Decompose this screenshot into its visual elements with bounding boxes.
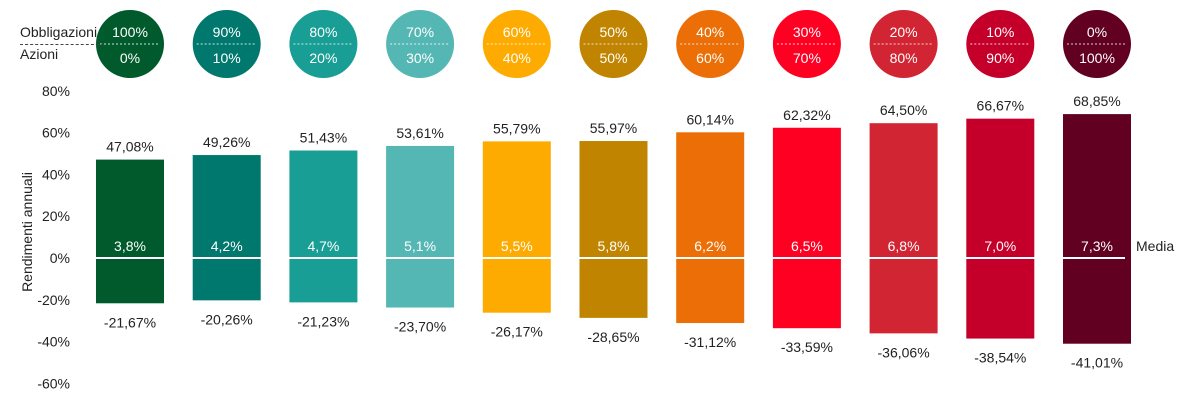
allocation-stocks-label: 20% [309,50,337,66]
bar-max [579,141,648,258]
data-label-max: 53,61% [396,125,443,141]
y-tick-label: -20% [37,292,70,308]
allocation-bonds-label: 60% [503,24,531,40]
allocation-bonds-label: 50% [599,24,627,40]
allocation-circle [192,10,261,78]
data-label-max: 68,85% [1073,93,1120,109]
allocation-bonds-label: 10% [986,24,1014,40]
data-label-mean: 5,1% [404,238,436,254]
y-tick-label: -60% [37,375,70,391]
data-label-min: -23,70% [394,319,446,335]
data-label-max: 55,79% [493,120,540,136]
data-label-mean: 6,5% [791,238,823,254]
data-label-min: -33,59% [781,339,833,355]
row-label-bonds: Obbligazioni [20,24,98,40]
allocation-bonds-label: 70% [406,24,434,40]
bar-max [289,150,358,258]
allocation-bonds-label: 0% [1087,24,1107,40]
bar-min [579,258,648,318]
y-tick-label: 80% [42,83,70,99]
bar-max [869,123,938,258]
data-label-mean: 4,2% [211,238,243,254]
bar-max [966,118,1035,258]
data-label-max: 55,97% [590,120,637,136]
data-label-mean: 4,7% [307,238,339,254]
bar-max [1063,114,1131,258]
allocation-bonds-label: 40% [696,24,724,40]
bar-max [482,141,551,258]
allocation-stocks-label: 60% [696,50,724,66]
data-label-min: -36,06% [878,344,930,360]
bar-min [676,258,745,324]
allocation-bonds-label: 80% [309,24,337,40]
data-label-max: 62,32% [783,107,830,123]
y-tick-label: 20% [42,208,70,224]
row-label-stocks: Azioni [20,46,59,62]
bar-min [192,258,261,301]
bar-max [676,132,745,258]
data-label-max: 66,67% [977,98,1024,114]
data-label-mean: 3,8% [114,238,146,254]
bar-min [386,258,455,308]
data-label-min: -26,17% [491,324,543,340]
data-label-mean: 5,5% [501,238,533,254]
bar-min [869,258,938,334]
data-label-min: -41,01% [1071,355,1123,371]
bar-min [1063,258,1131,344]
allocation-stocks-label: 10% [213,50,241,66]
bar-min [966,258,1035,339]
data-label-mean: 6,8% [888,238,920,254]
allocation-stocks-label: 90% [986,50,1014,66]
mean-label: Media [1136,238,1174,254]
data-label-mean: 7,3% [1081,238,1113,254]
allocation-circle [966,10,1035,78]
data-label-max: 49,26% [203,134,250,150]
allocation-bonds-label: 90% [213,24,241,40]
bar-min [289,258,358,303]
data-label-max: 51,43% [300,130,347,146]
allocation-bonds-label: 30% [793,24,821,40]
data-label-min: -38,54% [974,350,1026,366]
y-tick-label: 40% [42,166,70,182]
bar-max [772,127,841,259]
allocation-stocks-label: 100% [1079,50,1115,66]
data-label-mean: 7,0% [984,238,1016,254]
allocation-stocks-label: 80% [890,50,918,66]
bar-max [386,145,455,258]
data-label-max: 47,08% [106,139,153,155]
data-label-min: -21,23% [297,313,349,329]
data-label-max: 60,14% [686,111,733,127]
bar-max [192,155,261,258]
y-tick-label: 0% [50,250,70,266]
allocation-bonds-label: 100% [112,24,148,40]
data-label-min: -28,65% [587,329,639,345]
y-tick-label: 60% [42,125,70,141]
allocation-stocks-label: 50% [599,50,627,66]
data-label-min: -31,12% [684,334,736,350]
data-label-min: -21,67% [104,314,156,330]
allocation-bonds-label: 20% [890,24,918,40]
allocation-stocks-label: 0% [120,50,140,66]
data-label-mean: 6,2% [694,238,726,254]
data-label-min: -20,26% [201,311,253,327]
bar-min [482,258,551,313]
allocation-stocks-label: 30% [406,50,434,66]
bar-min [96,258,164,304]
data-label-mean: 5,8% [598,238,630,254]
bar-min [772,258,841,329]
y-tick-label: -40% [37,334,70,350]
allocation-stocks-label: 40% [503,50,531,66]
y-axis-title: Rendimenti annuali [19,172,35,292]
allocation-stocks-label: 70% [793,50,821,66]
mix-row-divider [20,44,104,45]
data-label-max: 64,50% [880,102,927,118]
bar-max [96,159,164,258]
